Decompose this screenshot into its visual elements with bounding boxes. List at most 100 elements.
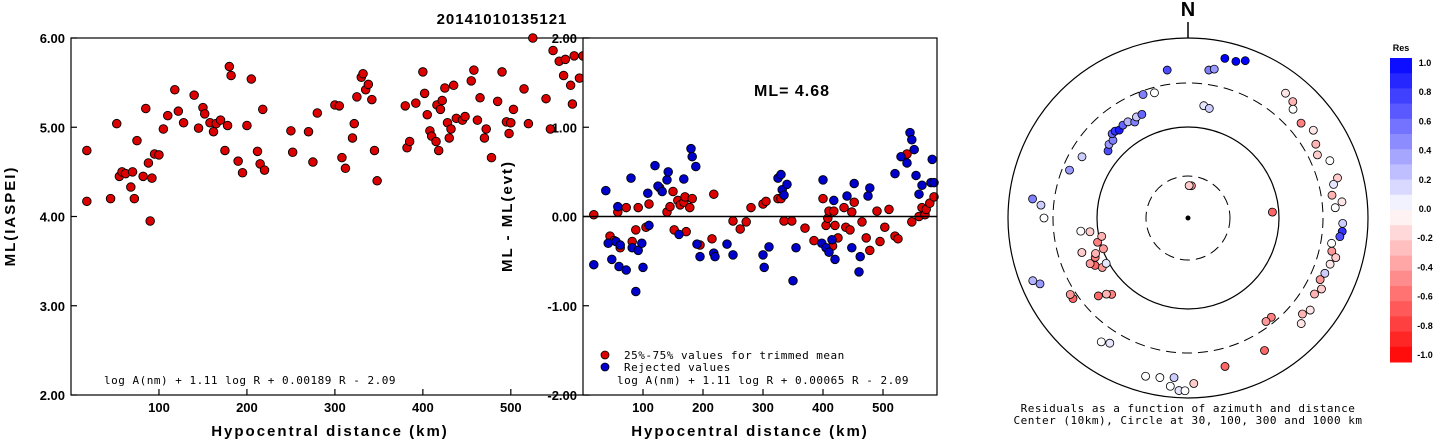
trimmed-mean-point <box>644 199 654 209</box>
ml-data-point <box>208 126 219 137</box>
ml-data-point <box>422 110 433 120</box>
colorbar-cell <box>1390 255 1412 272</box>
station-residual-marker <box>1240 56 1250 66</box>
rejected-point <box>927 154 937 165</box>
station-residual-marker <box>1141 371 1151 381</box>
colorbar-cell <box>1390 286 1412 302</box>
rejected-point <box>615 240 625 250</box>
ml-y-axis-label: ML(IASPEI) <box>2 166 19 267</box>
rejected-point <box>662 175 672 185</box>
trimmed-mean-point <box>907 217 917 227</box>
rejected-point <box>621 265 631 275</box>
ml-data-point <box>466 76 476 86</box>
colorbar-cell <box>1390 118 1412 135</box>
station-residual-marker <box>1288 97 1298 107</box>
colorbar-cell <box>1390 164 1412 181</box>
ml-data-point <box>334 101 345 111</box>
polar-caption-line2: Center (10km), Circle at 30, 100, 300 an… <box>1013 414 1362 427</box>
ml-data-point <box>411 98 421 108</box>
rejected-point <box>929 177 939 188</box>
ml-x-tick-label: 200 <box>236 400 258 415</box>
figure-title: 20141010135121 <box>437 11 568 28</box>
ml-data-point <box>448 80 459 91</box>
station-residual-marker <box>1028 194 1037 204</box>
ml-data-point <box>363 79 374 90</box>
rejected-point <box>728 250 738 260</box>
ml-data-point <box>479 133 490 143</box>
ml-data-point <box>82 196 92 207</box>
station-residual-marker <box>1204 104 1214 113</box>
rejected-point <box>818 175 828 185</box>
rejected-point <box>663 167 673 177</box>
colorbar-cell <box>1390 179 1412 196</box>
ml-data-point <box>418 67 428 77</box>
rejected-point <box>650 160 660 171</box>
ml-x-tick-label: 500 <box>500 400 522 415</box>
colorbar-cell <box>1390 301 1412 317</box>
rejected-point <box>902 158 912 168</box>
residual-y-tick-label: 1.00 <box>552 120 577 135</box>
station-residual-marker <box>1065 165 1074 175</box>
residual-x-tick-label: 200 <box>692 400 714 415</box>
ml-data-point <box>233 156 243 166</box>
ml-y-tick-label: 6.00 <box>40 31 65 46</box>
rejected-point <box>758 250 768 260</box>
ml-data-point <box>337 152 347 163</box>
station-residual-marker <box>1310 289 1319 299</box>
trimmed-mean-point <box>818 193 828 204</box>
station-residual-marker <box>1327 238 1336 248</box>
ml-data-point <box>237 168 248 178</box>
station-residual-marker <box>1220 53 1230 63</box>
colorbar-tick-label: 0.6 <box>1419 116 1432 126</box>
rejected-point <box>911 170 921 181</box>
ml-data-point <box>105 193 116 204</box>
ml-data-point <box>178 118 189 128</box>
ml-formula-annotation: log A(nm) + 1.11 log R + 0.00189 R - 2.0… <box>104 374 396 387</box>
ml-x-tick-label: 400 <box>412 400 434 415</box>
residual-x-tick-label: 500 <box>872 400 894 415</box>
station-residual-marker <box>1169 373 1179 382</box>
ml-data-point <box>558 70 569 81</box>
station-residual-marker <box>1165 381 1175 391</box>
station-residual-marker <box>1028 276 1038 286</box>
rejected-point <box>788 276 798 286</box>
station-residual-marker <box>1093 237 1102 247</box>
ml-data-point <box>472 115 483 125</box>
station-residual-marker <box>1036 200 1046 210</box>
ml-data-point <box>189 90 199 100</box>
rejected-point <box>691 161 701 172</box>
trimmed-mean-point <box>809 235 819 246</box>
colorbar-cell <box>1390 103 1412 120</box>
ml-data-point <box>446 124 456 134</box>
legend-label-rejected: Rejected values <box>624 361 731 374</box>
trimmed-mean-point <box>668 186 678 197</box>
ml-data-point <box>226 70 236 81</box>
trimmed-mean-point <box>849 197 859 207</box>
station-residual-marker <box>1296 118 1306 128</box>
rejected-point <box>909 144 919 155</box>
rejected-point <box>626 173 636 183</box>
rejected-point <box>855 251 865 262</box>
colorbar-tick-label: 0.4 <box>1419 146 1432 156</box>
rejected-point <box>644 220 654 231</box>
ml-data-point <box>369 145 380 156</box>
colorbar-cell <box>1390 58 1412 74</box>
legend: 25%-75% values for trimmed mean Rejected… <box>600 349 844 374</box>
rejected-point <box>722 239 732 249</box>
trimmed-mean-point <box>707 234 717 244</box>
colorbar-cell <box>1390 88 1412 105</box>
rejected-point <box>827 234 837 245</box>
ml-data-point <box>349 118 360 129</box>
station-residual-marker <box>1333 173 1342 183</box>
trimmed-mean-point <box>884 204 894 215</box>
trimmed-mean-point <box>589 209 599 220</box>
rejected-point <box>914 189 924 199</box>
rejected-point <box>607 254 617 265</box>
ml-data-point <box>541 93 551 104</box>
rejected-point <box>637 238 647 249</box>
ml-y-tick-label: 5.00 <box>40 120 65 135</box>
trimmed-mean-point <box>685 202 695 213</box>
ml-x-axis-label: Hypocentral distance (km) <box>211 423 449 440</box>
ml-data-point <box>82 145 92 156</box>
